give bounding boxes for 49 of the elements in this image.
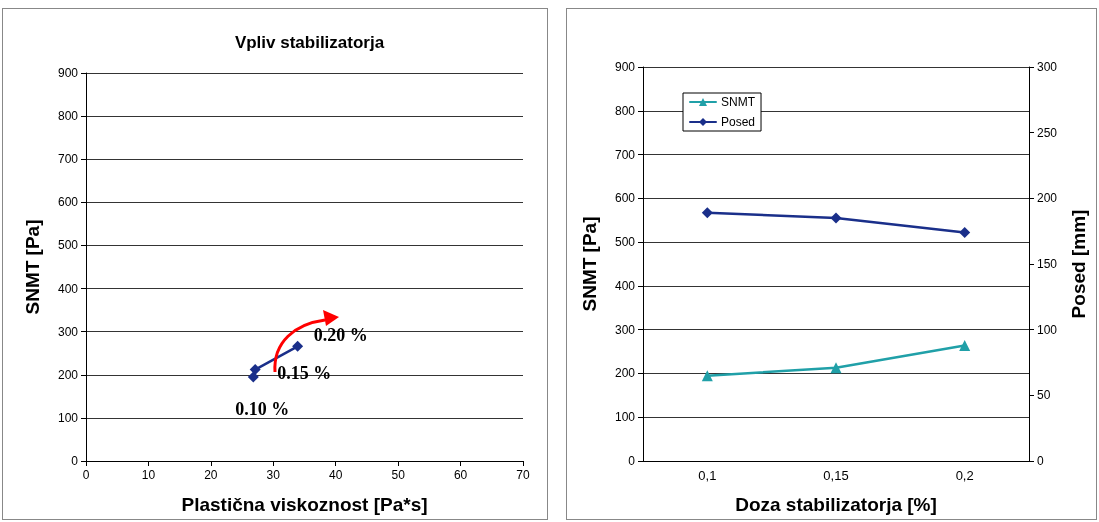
- x-tick-label: 0,15: [823, 468, 849, 483]
- x-tick-label: 40: [329, 468, 343, 482]
- legend-label: SNMT: [721, 95, 756, 109]
- x-tick-label: 10: [141, 468, 156, 482]
- y2-tick-label: 150: [1037, 257, 1058, 271]
- x-tick-label: 0,2: [955, 468, 974, 483]
- y2-tick-label: 300: [1037, 60, 1058, 74]
- y-axis-title: SNMT [Pa]: [22, 219, 43, 315]
- x-tick-label: 70: [516, 468, 530, 482]
- y-tick-label: 400: [57, 281, 79, 296]
- y-tick-label: 100: [57, 410, 79, 425]
- point: [247, 371, 259, 383]
- x-tick-label: 0,1: [698, 468, 717, 483]
- y-axis-title: SNMT [Pa]: [579, 216, 600, 312]
- x-axis-title: Plastična viskoznost [Pa*s]: [181, 494, 428, 515]
- y2-tick-label: 250: [1037, 125, 1058, 140]
- legend-label: Posed: [721, 115, 756, 129]
- chart-title: Vpliv stabilizatorja: [234, 33, 385, 52]
- x-tick-label: 30: [266, 468, 281, 482]
- y2-axis-title: Posed [mm]: [1068, 209, 1089, 319]
- y-tick-label: 600: [614, 191, 636, 206]
- y-tick-label: 200: [614, 366, 636, 381]
- x-axis-title: Doza stabilizatorja [%]: [735, 494, 937, 515]
- y-tick-label: 100: [614, 410, 636, 425]
- x-tick-label: 60: [453, 468, 468, 482]
- y2-tick-label: 100: [1037, 322, 1058, 337]
- y-tick-label: 0: [71, 454, 79, 468]
- point: [292, 340, 304, 352]
- y-tick-label: 700: [614, 147, 636, 162]
- x-tick-label: 0: [82, 468, 90, 482]
- y-tick-label: 900: [614, 60, 636, 74]
- y2-tick-label: 200: [1037, 191, 1058, 206]
- annotation: 0.10 %: [235, 398, 290, 419]
- y-tick-label: 900: [57, 66, 79, 80]
- y2-tick-label: 50: [1037, 388, 1051, 403]
- y-tick-label: 800: [614, 103, 636, 118]
- x-tick-label: 50: [391, 468, 406, 482]
- y2-tick-label: 0: [1037, 454, 1044, 468]
- y-tick-label: 400: [614, 278, 636, 293]
- y-tick-label: 0: [628, 454, 636, 468]
- y-tick-label: 300: [57, 324, 79, 339]
- y-tick-label: 700: [57, 152, 79, 167]
- y-tick-label: 500: [57, 238, 79, 253]
- y-tick-label: 200: [57, 367, 79, 382]
- y-tick-label: 300: [614, 322, 636, 337]
- x-tick-label: 20: [204, 468, 218, 482]
- y-tick-label: 800: [57, 109, 79, 124]
- y-tick-label: 500: [614, 235, 636, 250]
- y-tick-label: 600: [57, 195, 79, 210]
